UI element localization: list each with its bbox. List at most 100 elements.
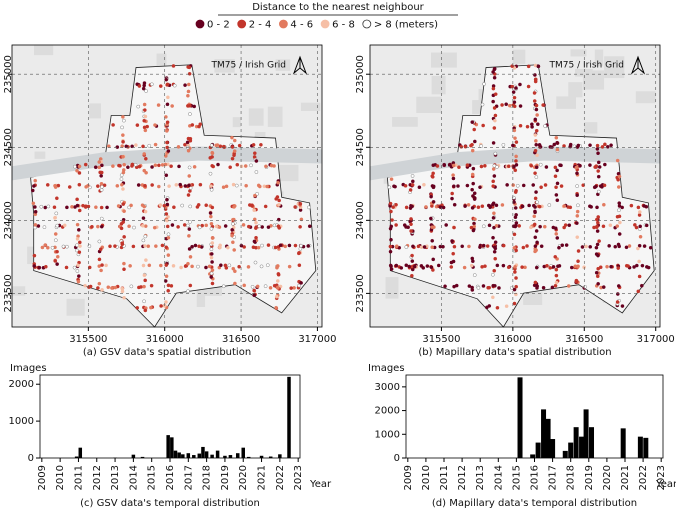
- map-point: [210, 163, 214, 168]
- map-point: [616, 266, 620, 270]
- map-point: [411, 244, 415, 249]
- bar: [210, 454, 214, 458]
- map-point: [529, 164, 534, 168]
- map-point: [492, 106, 497, 110]
- bar: [268, 456, 273, 458]
- map-point: [491, 184, 496, 188]
- map-point: [627, 244, 632, 248]
- map-point: [45, 183, 50, 187]
- map-point: [97, 160, 102, 164]
- map-point: [197, 244, 201, 249]
- x-axis-label: Year: [655, 479, 676, 490]
- map-point: [97, 239, 102, 244]
- map-point: [193, 243, 198, 248]
- map-point: [514, 159, 518, 163]
- map-point: [492, 75, 497, 80]
- map-point: [277, 203, 281, 207]
- x-tick-label: 2018: [202, 465, 213, 490]
- map-point: [182, 223, 187, 227]
- bar: [228, 455, 233, 458]
- bar: [74, 456, 79, 458]
- map-point: [293, 205, 297, 209]
- x-tick-label: 2016: [165, 465, 176, 490]
- map-point: [501, 243, 506, 248]
- map-point: [150, 82, 154, 87]
- bar: [643, 437, 649, 458]
- map-block: [300, 102, 321, 111]
- map-point: [159, 263, 163, 268]
- map-point: [160, 243, 165, 248]
- bar: [246, 456, 251, 458]
- map-point: [491, 201, 496, 206]
- map-frame: [369, 44, 661, 328]
- map-point: [272, 283, 277, 288]
- map-point: [77, 182, 82, 187]
- map-point: [473, 139, 477, 144]
- map-point: [512, 232, 517, 237]
- y-tick-label: 233500: [3, 274, 14, 312]
- map-point: [252, 208, 256, 213]
- map-point: [252, 155, 257, 159]
- map-point: [542, 224, 547, 229]
- map-point: [43, 205, 48, 210]
- map-point: [204, 203, 209, 208]
- map-point: [129, 284, 134, 289]
- map-point: [99, 170, 104, 175]
- map-point: [574, 165, 579, 170]
- map-point: [266, 225, 271, 229]
- map-point: [141, 238, 146, 243]
- map-point: [452, 202, 457, 207]
- map-point: [534, 175, 539, 179]
- map-block: [594, 49, 604, 67]
- map-point: [234, 183, 239, 188]
- map-point: [142, 273, 147, 278]
- map-point: [638, 210, 642, 214]
- map-point: [55, 249, 59, 254]
- map-point: [626, 264, 630, 268]
- map-point: [512, 104, 517, 109]
- caption: (b) Mapillary data's spatial distributio…: [418, 347, 611, 358]
- x-tick-label: 2009: [403, 465, 414, 490]
- map-point: [142, 204, 147, 209]
- map-point: [620, 205, 624, 210]
- map-point: [441, 244, 445, 249]
- map-point: [31, 201, 36, 206]
- map-point: [480, 265, 484, 269]
- map-point: [531, 183, 536, 187]
- map-point: [388, 249, 393, 254]
- map-block: [89, 103, 101, 119]
- map-point: [297, 283, 301, 288]
- map-point: [387, 185, 392, 190]
- map-point: [412, 264, 417, 269]
- map-point: [209, 275, 214, 279]
- map-point: [615, 292, 620, 296]
- map-point: [143, 278, 147, 283]
- map-point: [417, 185, 422, 190]
- legend-swatch: [279, 19, 288, 29]
- map-point: [430, 184, 435, 188]
- map-point: [394, 223, 398, 227]
- map-point: [120, 241, 125, 245]
- x-tick-label: 2018: [566, 465, 577, 490]
- map-point: [122, 261, 126, 266]
- map-point: [595, 147, 600, 151]
- map-point: [598, 184, 603, 188]
- map-point: [186, 93, 190, 98]
- map-block: [66, 298, 85, 316]
- map-point: [494, 203, 499, 208]
- map-point: [636, 246, 640, 251]
- map-point: [233, 281, 237, 286]
- map-point: [122, 209, 126, 214]
- map-point: [210, 281, 215, 286]
- map-point: [111, 164, 115, 168]
- map-point: [250, 285, 255, 289]
- map-point: [548, 145, 553, 149]
- map-point: [416, 244, 421, 249]
- map-point: [77, 171, 82, 175]
- map-point: [492, 126, 497, 130]
- map-point: [46, 204, 51, 209]
- map-point: [536, 64, 541, 69]
- map-point: [429, 216, 433, 221]
- map-point: [532, 214, 537, 219]
